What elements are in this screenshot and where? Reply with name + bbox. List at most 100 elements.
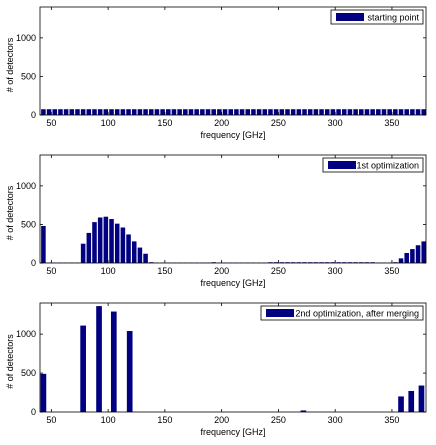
x-tick-label: 350 (384, 118, 399, 128)
x-tick-label: 200 (214, 415, 229, 425)
bar (273, 109, 279, 115)
bar (97, 109, 103, 115)
bar (421, 241, 426, 263)
bar (376, 109, 381, 115)
bar (58, 109, 63, 115)
y-tick-label: 1000 (16, 181, 36, 191)
bar (92, 109, 97, 115)
bar (114, 109, 120, 115)
bar (381, 109, 387, 115)
bar (131, 109, 137, 115)
chart-panel-1: 50 100 150 200 250 300 350 0 500 1000 frequency [G… (5, 6, 427, 140)
x-tick-label: 300 (328, 266, 343, 276)
bar (251, 109, 256, 115)
bar (245, 109, 251, 115)
bar (341, 109, 347, 115)
bar (404, 252, 409, 263)
x-tick-label: 250 (271, 118, 286, 128)
bar (137, 247, 143, 263)
bar (408, 390, 415, 412)
bar (262, 109, 268, 115)
legend-label: starting point (367, 13, 419, 23)
bar (313, 109, 319, 115)
bar (120, 109, 126, 115)
y-tick-label: 0 (31, 110, 36, 120)
bar (86, 109, 92, 115)
x-tick-label: 300 (328, 118, 343, 128)
x-axis-label: frequency [GHz] (200, 278, 265, 288)
bar (415, 109, 421, 115)
bar (279, 109, 285, 115)
x-tick-label: 200 (214, 118, 229, 128)
bar (154, 109, 160, 115)
bar (52, 109, 58, 115)
legend-label: 2nd optimization, after merging (295, 309, 419, 319)
bar (290, 109, 296, 115)
bar (126, 331, 133, 412)
bar (46, 109, 52, 115)
bar (217, 109, 222, 115)
bar (421, 109, 426, 115)
y-axis-label: # of detectors (5, 185, 15, 240)
bar (183, 109, 188, 115)
bar (222, 109, 228, 115)
bar (41, 225, 46, 263)
y-tick-label: 500 (21, 219, 36, 229)
bar (205, 109, 211, 115)
x-tick-label: 100 (101, 415, 116, 425)
bar (166, 109, 171, 115)
y-tick-label: 0 (31, 407, 36, 417)
x-tick-label: 50 (46, 266, 56, 276)
bar (359, 109, 364, 115)
bar (256, 109, 262, 115)
bar (234, 109, 239, 115)
bar (353, 109, 358, 115)
bar (69, 109, 75, 115)
x-tick-label: 150 (157, 118, 172, 128)
bar (110, 311, 117, 412)
bar (171, 109, 177, 115)
bar (268, 109, 273, 115)
x-tick-label: 100 (101, 118, 116, 128)
x-tick-label: 100 (101, 266, 116, 276)
bar (109, 109, 114, 115)
bar (285, 109, 290, 115)
bar (131, 241, 137, 263)
bar (404, 109, 409, 115)
bar (330, 109, 336, 115)
bar (188, 109, 194, 115)
x-tick-label: 150 (157, 415, 172, 425)
x-tick-label: 50 (46, 118, 56, 128)
chart-panel-3: 50 100 150 200 250 300 350 0 500 1000 frequency [G… (5, 302, 427, 437)
bar (296, 109, 302, 115)
x-tick-label: 350 (384, 415, 399, 425)
bar (103, 216, 109, 263)
y-tick-label: 500 (21, 368, 36, 378)
x-tick-label: 200 (214, 266, 229, 276)
bar (410, 109, 415, 115)
bar (97, 217, 103, 263)
bar (418, 385, 425, 412)
chart-panel-2: 50 100 150 200 250 300 350 0 500 1000 frequency [G… (5, 154, 427, 288)
legend-box (260, 305, 424, 321)
legend-label: 1st optimization (356, 161, 419, 171)
bar (228, 109, 233, 115)
bar (300, 410, 307, 412)
plot-frame (39, 6, 427, 116)
bar (114, 223, 120, 263)
legend-swatch (328, 161, 356, 169)
bar (137, 109, 143, 115)
x-tick-label: 350 (384, 266, 399, 276)
bar (120, 227, 126, 263)
bar (336, 109, 341, 115)
plot-frame (39, 302, 427, 413)
bar (364, 109, 370, 115)
x-axis-label: frequency [GHz] (200, 427, 265, 437)
x-tick-label: 150 (157, 266, 172, 276)
bar (319, 109, 324, 115)
bar (177, 109, 182, 115)
bar (96, 306, 102, 412)
y-axis-label: # of detectors (5, 37, 15, 92)
legend-swatch (336, 13, 364, 21)
